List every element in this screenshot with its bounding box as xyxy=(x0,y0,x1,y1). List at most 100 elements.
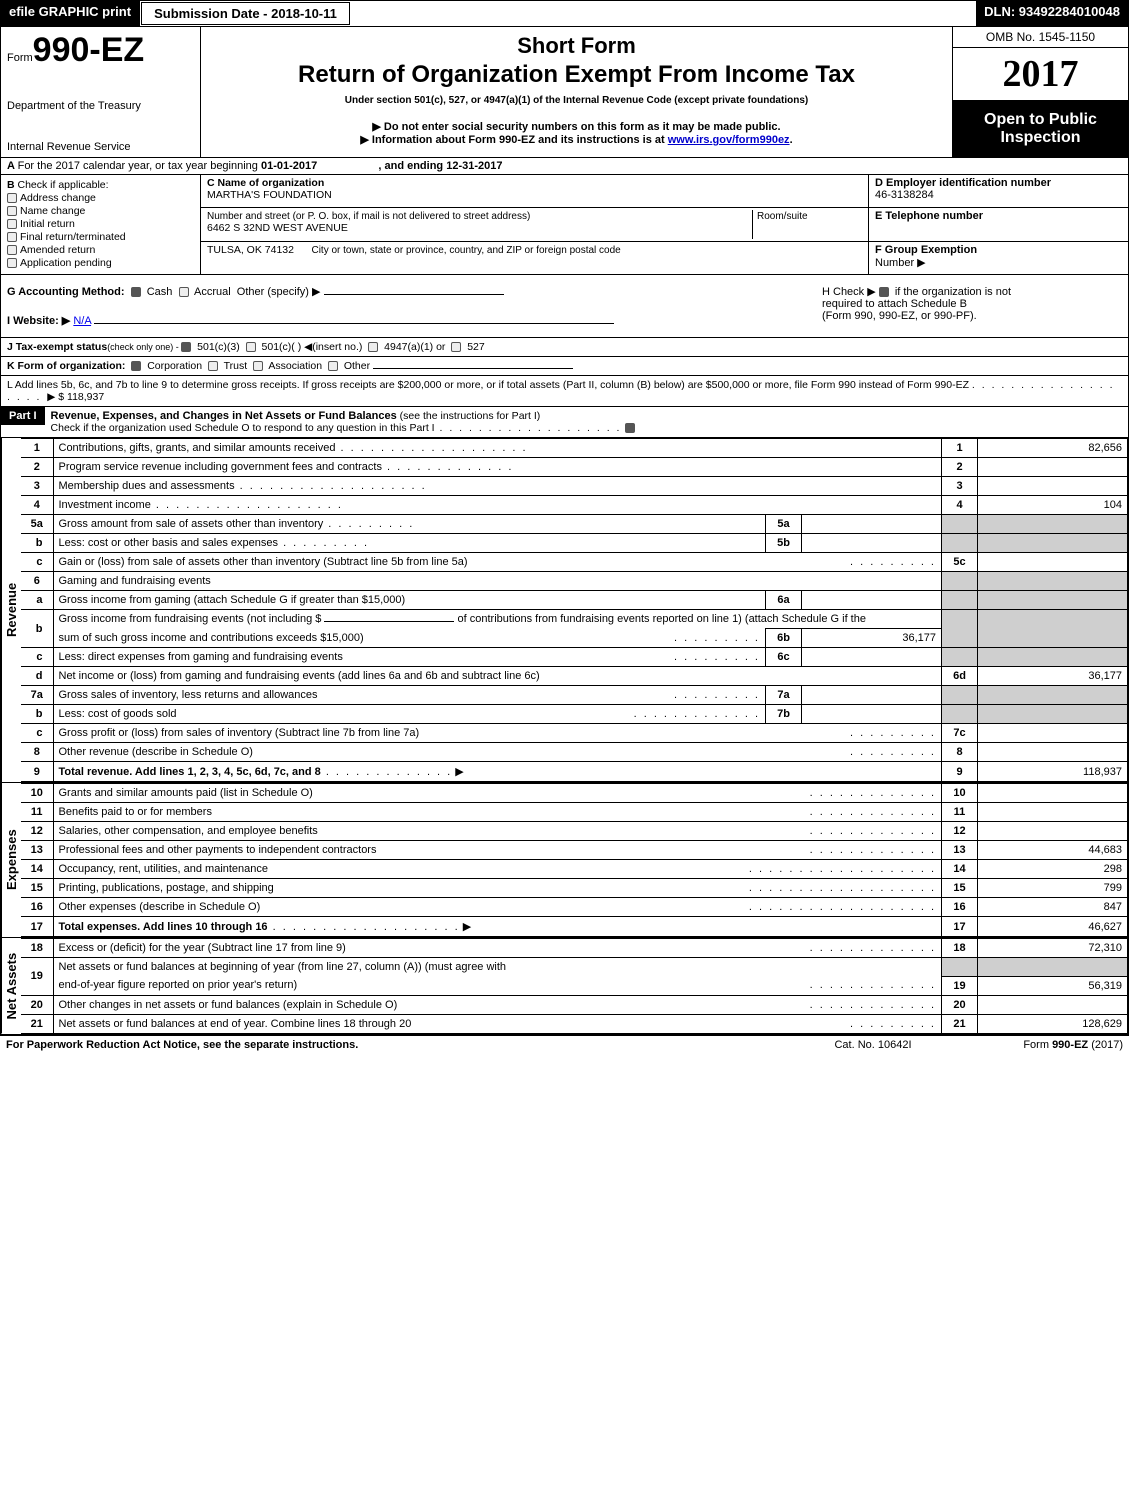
line-j: J Tax-exempt status(check only one) - 50… xyxy=(1,338,1128,357)
info-link[interactable]: www.irs.gov/form990ez xyxy=(668,134,790,146)
info-note-pre: ▶ Information about Form 990-EZ and its … xyxy=(360,134,667,146)
form-label: Form990-EZ xyxy=(7,31,198,70)
line-k: K Form of organization: Corporation Trus… xyxy=(1,357,1128,376)
line-16: 16Other expenses (describe in Schedule O… xyxy=(21,898,1128,917)
chk-other[interactable] xyxy=(328,361,338,371)
a-end: 12-31-2017 xyxy=(446,160,502,172)
expenses-section: Expenses 10Grants and similar amounts pa… xyxy=(1,783,1128,938)
dept-treasury: Department of the Treasury xyxy=(7,100,198,112)
f-label: F Group Exemption xyxy=(875,244,977,256)
line-6c: cLess: direct expenses from gaming and f… xyxy=(21,648,1128,667)
chk-accrual[interactable] xyxy=(179,287,189,297)
line-6d: dNet income or (loss) from gaming and fu… xyxy=(21,667,1128,686)
chk-final-return[interactable]: Final return/terminated xyxy=(7,231,194,243)
chk-501c[interactable] xyxy=(246,342,256,352)
cat-no: Cat. No. 10642I xyxy=(773,1039,973,1051)
line-5c: cGain or (loss) from sale of assets othe… xyxy=(21,553,1128,572)
k-other-line[interactable] xyxy=(373,368,573,369)
net-assets-table: 18Excess or (deficit) for the year (Subt… xyxy=(21,938,1128,1034)
otp-l1: Open to Public xyxy=(984,111,1097,128)
chk-501c3[interactable] xyxy=(181,342,191,352)
e-box: E Telephone number xyxy=(868,208,1128,241)
h-box: H Check ▶ if the organization is not req… xyxy=(822,285,1122,327)
chk-initial-return[interactable]: Initial return xyxy=(7,218,194,230)
spacer xyxy=(351,1,976,26)
line-20: 20Other changes in net assets or fund ba… xyxy=(21,995,1128,1014)
section-b-thru-f: B Check if applicable: Address change Na… xyxy=(1,175,1128,275)
otp-l2: Inspection xyxy=(1000,129,1080,146)
part-i-title: Revenue, Expenses, and Changes in Net As… xyxy=(45,407,1128,437)
omb-number: OMB No. 1545-1150 xyxy=(953,27,1128,48)
h-post: if the organization is not xyxy=(892,286,1011,298)
line-17: 17Total expenses. Add lines 10 through 1… xyxy=(21,917,1128,937)
line-18: 18Excess or (deficit) for the year (Subt… xyxy=(21,939,1128,958)
line-7a: 7aGross sales of inventory, less returns… xyxy=(21,686,1128,705)
website-val[interactable]: N/A xyxy=(73,315,91,327)
chk-trust[interactable] xyxy=(208,361,218,371)
expenses-label: Expenses xyxy=(1,783,21,937)
footer: For Paperwork Reduction Act Notice, see … xyxy=(0,1036,1129,1054)
line-13: 13Professional fees and other payments t… xyxy=(21,841,1128,860)
part-i-sub: Check if the organization used Schedule … xyxy=(51,422,435,434)
net-assets-label: Net Assets xyxy=(1,938,21,1034)
a-pre: For the 2017 calendar year, or tax year … xyxy=(18,160,261,172)
line-5b: bLess: cost or other basis and sales exp… xyxy=(21,534,1128,553)
info-note: ▶ Information about Form 990-EZ and its … xyxy=(209,133,944,146)
dln-label: DLN: 93492284010048 xyxy=(976,1,1128,26)
line-8: 8Other revenue (describe in Schedule O)8 xyxy=(21,743,1128,762)
line-1: 1Contributions, gifts, grants, and simil… xyxy=(21,439,1128,458)
line-14: 14Occupancy, rent, utilities, and mainte… xyxy=(21,860,1128,879)
chk-assoc[interactable] xyxy=(253,361,263,371)
open-to-public: Open to Public Inspection xyxy=(953,101,1128,157)
c-city-row: TULSA, OK 74132 City or town, state or p… xyxy=(201,242,868,274)
chk-schedule-o[interactable] xyxy=(625,423,635,433)
return-title: Return of Organization Exempt From Incom… xyxy=(209,61,944,89)
under-section: Under section 501(c), 527, or 4947(a)(1)… xyxy=(209,95,944,106)
org-city: TULSA, OK 74132 xyxy=(207,244,294,256)
col-c: C Name of organization MARTHA'S FOUNDATI… xyxy=(201,175,868,274)
g-other-line[interactable] xyxy=(324,294,504,295)
line-6a: aGross income from gaming (attach Schedu… xyxy=(21,591,1128,610)
form-container: efile GRAPHIC print Submission Date - 20… xyxy=(0,0,1129,1036)
c-city-label: City or town, state or province, country… xyxy=(311,245,620,256)
col-def: D Employer identification number 46-3138… xyxy=(868,175,1128,274)
chk-corp[interactable] xyxy=(131,361,141,371)
line-7b: bLess: cost of goods sold7b xyxy=(21,705,1128,724)
l-text: L Add lines 5b, 6c, and 7b to line 9 to … xyxy=(7,379,969,391)
j-tail: (check only one) - xyxy=(107,342,181,352)
revenue-table: 1Contributions, gifts, grants, and simil… xyxy=(21,438,1128,782)
a-mid: , and ending xyxy=(378,160,446,172)
chk-cash[interactable] xyxy=(131,287,141,297)
header-right: OMB No. 1545-1150 2017 Open to Public In… xyxy=(953,27,1128,157)
part-i-header: Part I Revenue, Expenses, and Changes in… xyxy=(1,407,1128,438)
col-b: B Check if applicable: Address change Na… xyxy=(1,175,201,274)
chk-527[interactable] xyxy=(451,342,461,352)
line-a: A For the 2017 calendar year, or tax yea… xyxy=(1,158,1128,175)
tax-year: 2017 xyxy=(953,48,1128,101)
line-2: 2Program service revenue including gover… xyxy=(21,458,1128,477)
form-prefix: Form xyxy=(7,52,33,64)
chk-4947[interactable] xyxy=(368,342,378,352)
chk-application-pending[interactable]: Application pending xyxy=(7,257,194,269)
line-19b: end-of-year figure reported on prior yea… xyxy=(21,976,1128,995)
chk-name-change[interactable]: Name change xyxy=(7,205,194,217)
d-label: D Employer identification number xyxy=(875,177,1051,189)
a-beg: 01-01-2017 xyxy=(261,160,317,172)
line-3: 3Membership dues and assessments3 xyxy=(21,477,1128,496)
g-other: Other (specify) ▶ xyxy=(237,286,321,298)
part-i-label: Part I xyxy=(1,407,45,425)
line-11: 11Benefits paid to or for members11 xyxy=(21,803,1128,822)
chk-h[interactable] xyxy=(879,287,889,297)
header-left: Form990-EZ Department of the Treasury In… xyxy=(1,27,201,157)
top-bar: efile GRAPHIC print Submission Date - 20… xyxy=(1,1,1128,27)
line-10: 10Grants and similar amounts paid (list … xyxy=(21,784,1128,803)
chk-amended-return[interactable]: Amended return xyxy=(7,244,194,256)
j-label: J Tax-exempt status xyxy=(7,341,107,353)
chk-address-change[interactable]: Address change xyxy=(7,192,194,204)
line-12: 12Salaries, other compensation, and empl… xyxy=(21,822,1128,841)
short-form-title: Short Form xyxy=(209,33,944,59)
c-addr-row: Number and street (or P. O. box, if mail… xyxy=(201,208,868,241)
k-label: K Form of organization: xyxy=(7,360,125,372)
ssn-note: ▶ Do not enter social security numbers o… xyxy=(209,120,944,133)
i-line xyxy=(94,323,614,324)
